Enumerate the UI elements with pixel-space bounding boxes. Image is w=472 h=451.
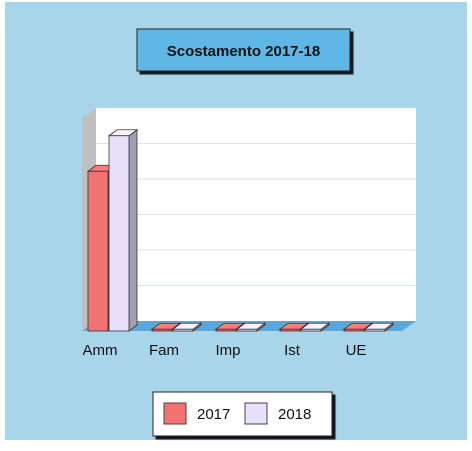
bar-front xyxy=(172,328,194,332)
bar-fam-2018 xyxy=(171,322,203,332)
x-tick-label: Amm xyxy=(83,342,118,359)
x-tick-label: Imp xyxy=(215,342,240,359)
bar-amm-2018 xyxy=(107,128,139,332)
bar-front xyxy=(364,328,386,332)
x-axis-tick-labels: Amm Fam Imp Ist UE xyxy=(83,342,367,359)
x-tick-label: UE xyxy=(346,342,367,359)
chart-title: Scostamento 2017-18 xyxy=(167,43,320,60)
bar-front xyxy=(343,328,365,332)
legend-label-2017: 2017 xyxy=(197,406,230,423)
bar-front xyxy=(215,328,237,332)
legend-label-2018: 2018 xyxy=(278,406,311,423)
chart-title-box: Scostamento 2017-18 xyxy=(136,28,351,72)
bar-ist-2018 xyxy=(299,322,331,332)
legend-swatch-2018 xyxy=(244,402,268,425)
bar-front xyxy=(236,328,258,332)
legend: 2017 2018 xyxy=(152,391,333,437)
legend-swatch-2017 xyxy=(163,402,187,425)
bars xyxy=(86,128,395,332)
bar-ue-2018 xyxy=(363,322,395,332)
bar-front xyxy=(87,170,109,332)
bar-front xyxy=(108,135,130,332)
bar-ue-2017 xyxy=(342,322,374,332)
x-tick-label: Fam xyxy=(149,342,179,359)
bar-front xyxy=(300,328,322,332)
bar-front xyxy=(151,328,173,332)
x-tick-label: Ist xyxy=(284,342,301,359)
bar-front xyxy=(279,328,301,332)
bar-side xyxy=(128,128,138,332)
bar-imp-2018 xyxy=(235,322,267,332)
